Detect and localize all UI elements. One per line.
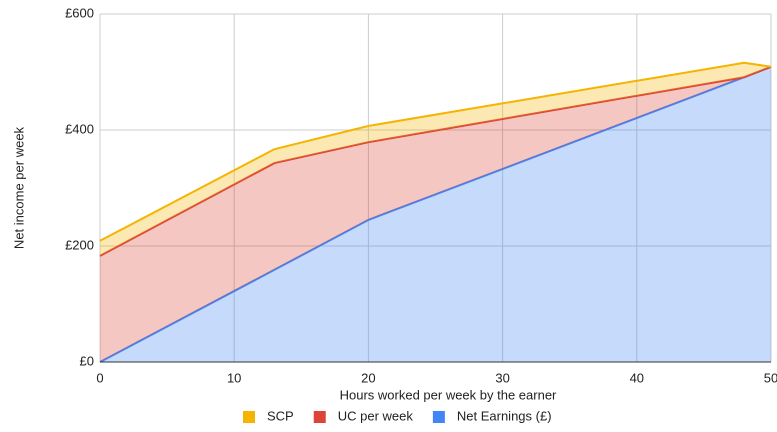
y-tick-label: £400 [65,121,94,136]
area [100,66,771,362]
x-tick-label: 20 [361,370,375,385]
x-axis-label: Hours worked per week by the earner [340,387,557,402]
y-tick-label: £0 [80,353,94,368]
y-tick-label: £600 [65,5,94,20]
area [100,66,771,362]
x-tick-label: 10 [227,370,241,385]
x-tick-label: 0 [96,370,103,385]
legend-swatch [243,411,255,423]
legend-swatch [313,411,326,423]
legend-swatch [432,411,445,423]
area [100,62,771,256]
y-tick-label: £200 [65,237,94,252]
x-tick-label: 30 [495,370,509,385]
legend-label: Net Earnings (£) [457,408,552,423]
x-tick-label: 50 [764,370,777,385]
area-line [99,61,772,242]
x-tick-label: 40 [630,370,644,385]
area-line [99,65,772,257]
legend-label: UC per week [338,408,414,423]
legend-label: SCP [267,408,294,423]
y-axis-label: Net income per week [11,126,26,249]
